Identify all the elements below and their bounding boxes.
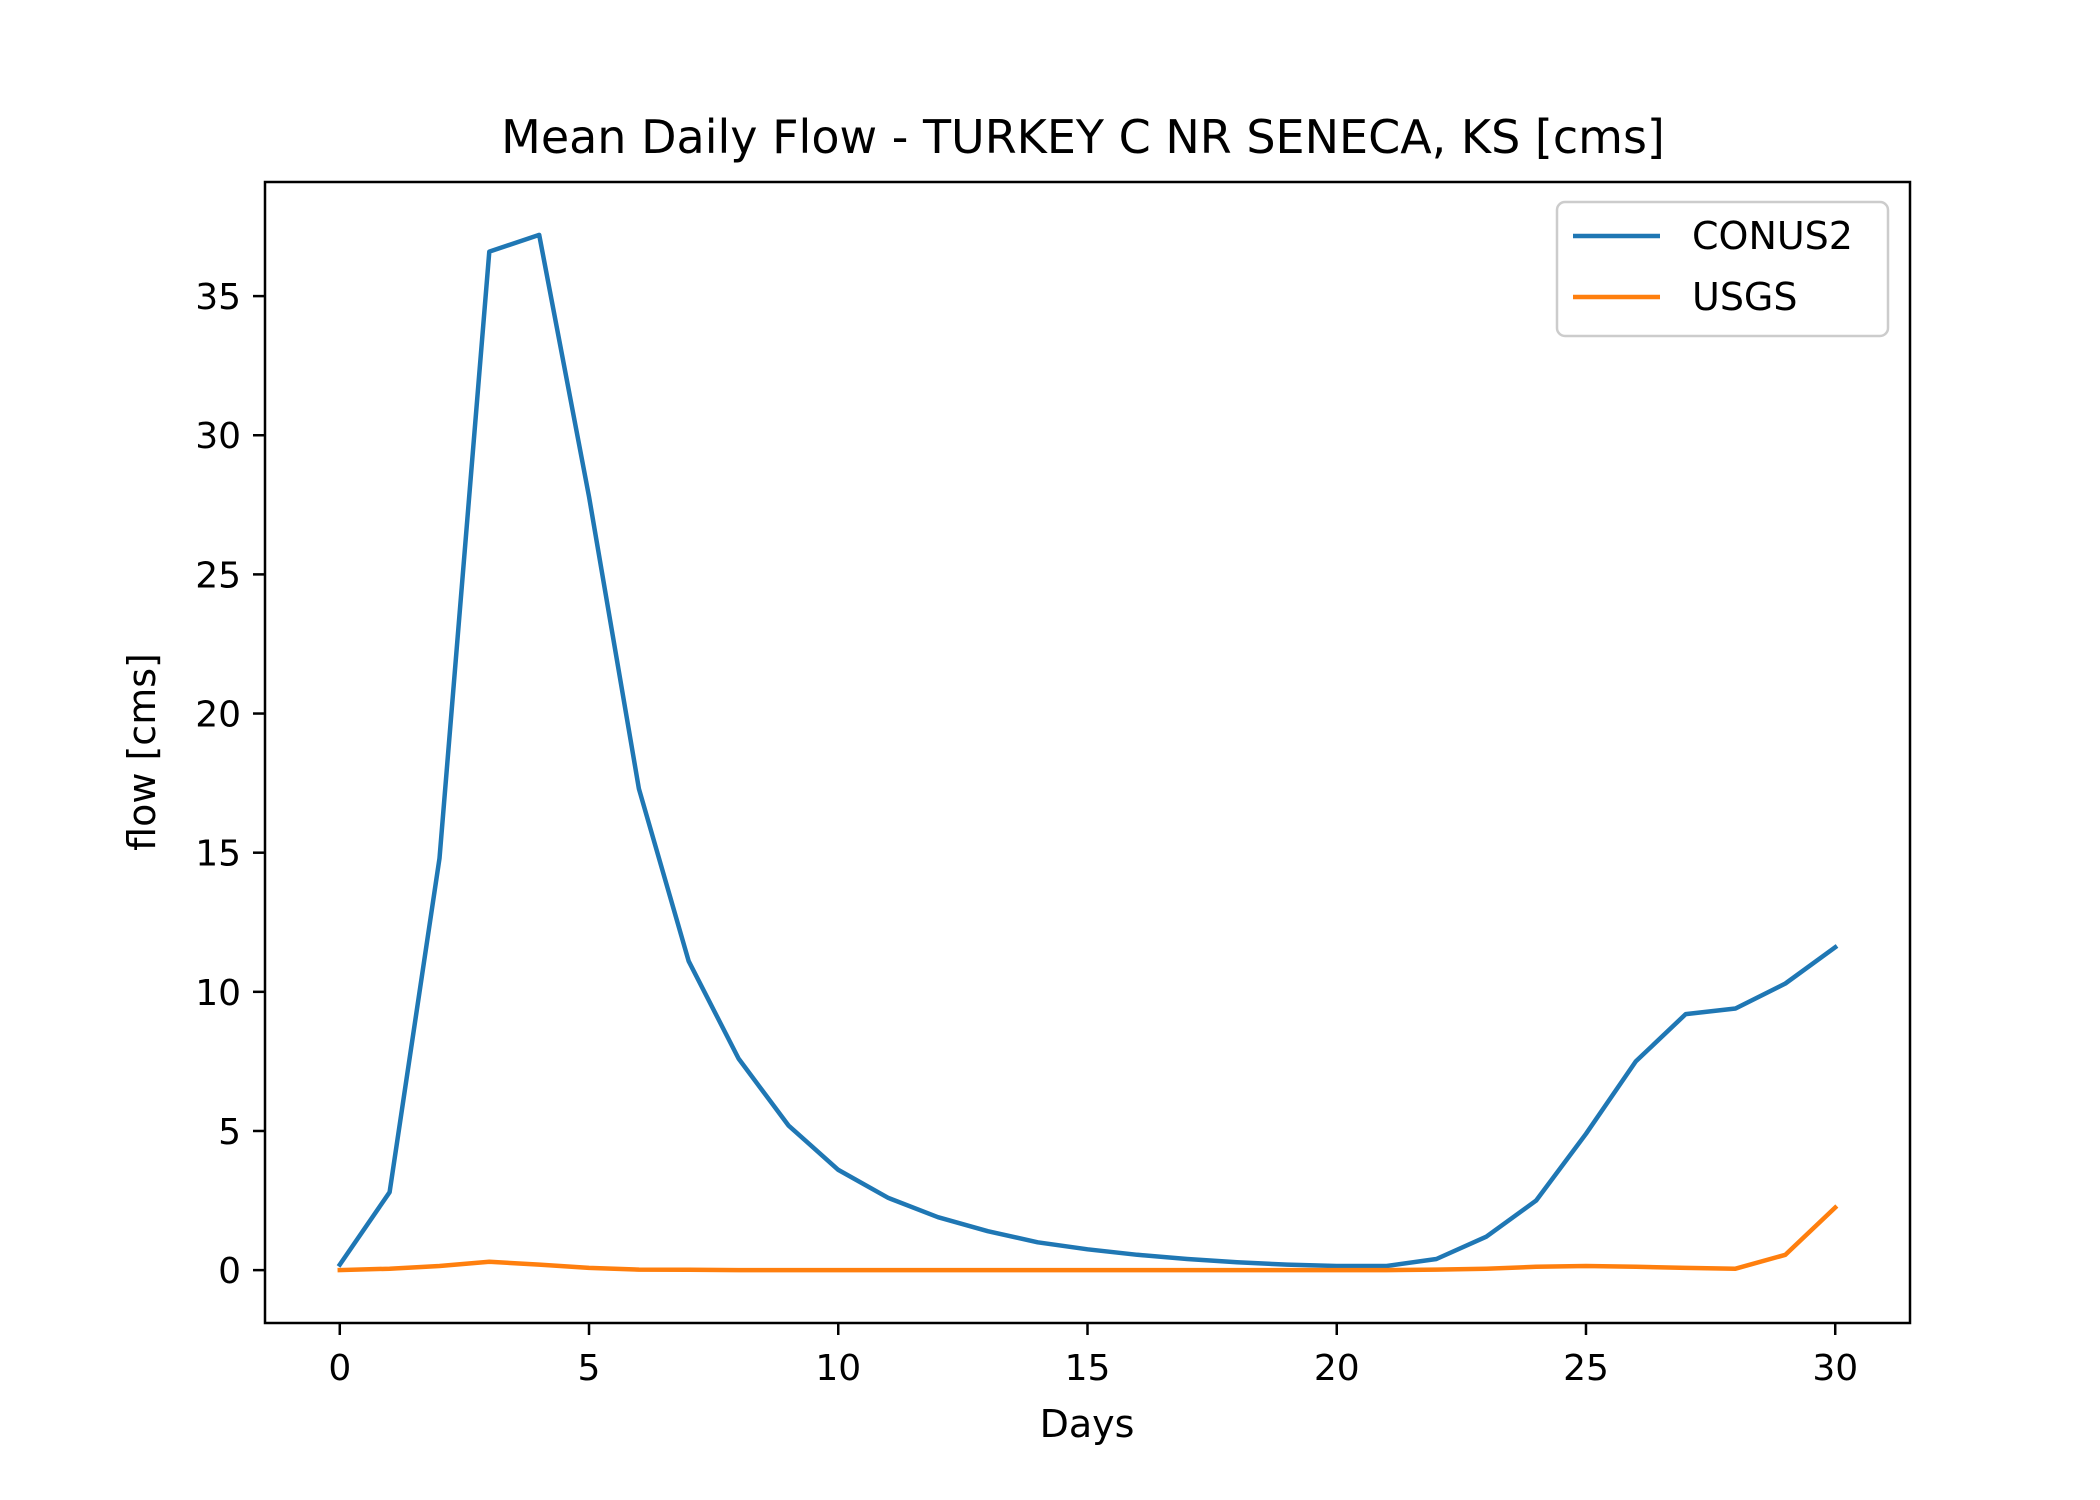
series-line-conus2 [336, 232, 1839, 1269]
x-tick-label-30: 30 [1812, 1348, 1858, 1389]
x-axis: 0 5 10 15 20 25 30 [328, 1323, 1858, 1389]
x-tick-label-0: 0 [328, 1348, 351, 1389]
y-tick-label-10: 10 [195, 973, 241, 1014]
series-layer [336, 232, 1839, 1273]
y-tick-label-30: 30 [195, 416, 241, 457]
y-axis: 0 5 10 15 20 25 30 35 [195, 277, 265, 1292]
legend-label-conus2: CONUS2 [1692, 214, 1853, 258]
x-tick-label-5: 5 [578, 1348, 601, 1389]
chart-title: Mean Daily Flow - TURKEY C NR SENECA, KS… [501, 110, 1665, 164]
y-tick-label-5: 5 [218, 1112, 241, 1153]
x-tick-label-15: 15 [1065, 1348, 1111, 1389]
y-tick-label-25: 25 [195, 555, 241, 596]
y-tick-label-15: 15 [195, 834, 241, 875]
y-tick-label-20: 20 [195, 695, 241, 736]
y-tick-label-0: 0 [218, 1251, 241, 1292]
series-line-usgs [337, 1204, 1839, 1273]
legend: CONUS2 USGS [1555, 200, 1890, 338]
x-tick-label-25: 25 [1563, 1348, 1609, 1389]
y-axis-label: flow [cms] [120, 653, 164, 851]
y-tick-label-35: 35 [195, 277, 241, 318]
x-axis-label: Days [1040, 1402, 1135, 1446]
legend-label-usgs: USGS [1692, 275, 1798, 319]
x-tick-label-20: 20 [1314, 1348, 1360, 1389]
x-tick-label-10: 10 [815, 1348, 861, 1389]
